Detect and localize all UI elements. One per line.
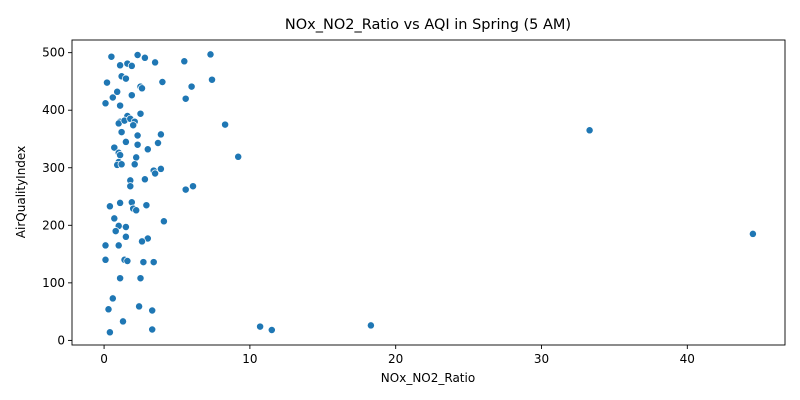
data-point-81 [108, 294, 117, 303]
data-point-42 [116, 151, 125, 160]
x-axis-label: NOx_NO2_Ratio [381, 371, 475, 385]
data-point-34 [133, 131, 142, 140]
data-point-77 [139, 258, 148, 267]
data-point-63 [110, 214, 119, 223]
y-tick-label: 100 [42, 276, 65, 290]
x-tick-label: 30 [534, 352, 549, 366]
data-point-39 [133, 140, 142, 149]
data-point-64 [159, 217, 168, 226]
x-tick-label: 0 [100, 352, 108, 366]
data-point-79 [116, 274, 125, 283]
data-point-37 [154, 139, 162, 147]
data-point-43 [132, 153, 141, 162]
data-point-66 [121, 223, 130, 231]
data-point-88 [267, 326, 276, 334]
data-point-68 [748, 229, 757, 238]
data-point-33 [117, 128, 126, 137]
data-point-54 [126, 182, 135, 191]
data-point-18 [108, 93, 117, 102]
data-point-82 [135, 302, 144, 311]
y-axis-label: AirQualityIndex [14, 146, 28, 238]
data-point-5 [116, 61, 125, 70]
data-point-16 [187, 82, 196, 91]
data-point-20 [101, 99, 110, 108]
data-point-19 [127, 91, 136, 100]
data-point-44 [234, 152, 243, 161]
y-tick-label: 0 [57, 333, 65, 347]
chart-title: NOx_NO2_Ratio vs AQI in Spring (5 AM) [285, 17, 571, 33]
x-axis-ticks: 0 10 20 30 40 [100, 345, 695, 366]
data-point-55 [189, 182, 197, 191]
data-point-69 [121, 232, 130, 241]
data-point-11 [103, 78, 111, 87]
data-point-22 [181, 94, 190, 103]
data-point-90 [105, 328, 114, 337]
data-point-76 [101, 255, 110, 264]
data-point-67 [111, 227, 120, 236]
data-point-10 [121, 74, 130, 83]
data-point-17 [113, 87, 122, 96]
data-point-15 [138, 84, 146, 93]
data-point-36 [121, 137, 130, 146]
data-point-38 [110, 143, 119, 152]
points-layer [101, 50, 757, 337]
data-point-75 [123, 257, 132, 265]
data-point-56 [181, 185, 190, 194]
data-point-84 [148, 306, 157, 315]
data-point-32 [585, 126, 594, 135]
data-point-40 [143, 145, 152, 154]
y-tick-label: 200 [42, 218, 65, 232]
data-point-4 [206, 50, 215, 59]
data-point-23 [136, 109, 145, 118]
data-point-73 [114, 241, 123, 250]
data-point-58 [116, 198, 125, 207]
data-point-2 [140, 53, 149, 62]
data-point-35 [156, 130, 165, 139]
plot-frame [71, 39, 786, 346]
data-point-62 [132, 206, 141, 215]
data-point-7 [127, 61, 136, 70]
x-tick-label: 10 [242, 352, 257, 366]
data-point-53 [140, 175, 149, 184]
data-point-13 [208, 75, 216, 84]
y-axis-ticks: 0 100 200 300 400 500 [42, 46, 72, 347]
data-point-0 [107, 52, 116, 61]
data-point-3 [180, 57, 189, 66]
data-point-80 [136, 274, 145, 283]
data-point-51 [151, 169, 160, 178]
data-point-12 [158, 78, 167, 86]
data-point-1 [133, 51, 142, 59]
data-point-48 [130, 160, 139, 169]
y-tick-label: 400 [42, 103, 65, 117]
data-point-87 [366, 321, 375, 330]
x-tick-label: 20 [388, 352, 403, 366]
data-point-30 [129, 121, 138, 130]
data-point-89 [148, 325, 157, 334]
data-point-78 [149, 258, 158, 267]
y-tick-label: 500 [42, 46, 65, 60]
data-point-86 [256, 322, 265, 331]
data-point-83 [104, 305, 113, 314]
data-point-47 [117, 160, 126, 169]
data-point-8 [151, 58, 160, 67]
data-point-49 [156, 164, 165, 173]
data-point-21 [116, 101, 125, 110]
data-point-60 [142, 201, 151, 210]
data-point-71 [138, 237, 146, 246]
y-tick-label: 300 [42, 161, 65, 175]
data-point-85 [119, 317, 127, 326]
data-point-31 [221, 120, 230, 129]
x-tick-label: 40 [680, 352, 695, 366]
data-point-72 [101, 241, 110, 250]
data-point-59 [105, 202, 114, 211]
